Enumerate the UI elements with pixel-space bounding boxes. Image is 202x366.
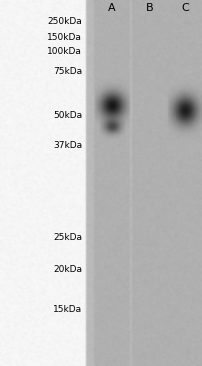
Text: 25kDa: 25kDa	[53, 232, 82, 242]
Text: 100kDa: 100kDa	[47, 48, 82, 56]
Text: 37kDa: 37kDa	[53, 141, 82, 149]
Text: 15kDa: 15kDa	[53, 306, 82, 314]
Text: 50kDa: 50kDa	[53, 111, 82, 120]
Text: 75kDa: 75kDa	[53, 67, 82, 76]
Text: 150kDa: 150kDa	[47, 33, 82, 41]
Text: 250kDa: 250kDa	[47, 18, 82, 26]
Text: 20kDa: 20kDa	[53, 265, 82, 274]
Text: B: B	[146, 3, 154, 13]
Text: C: C	[181, 3, 189, 13]
Text: A: A	[108, 3, 116, 13]
